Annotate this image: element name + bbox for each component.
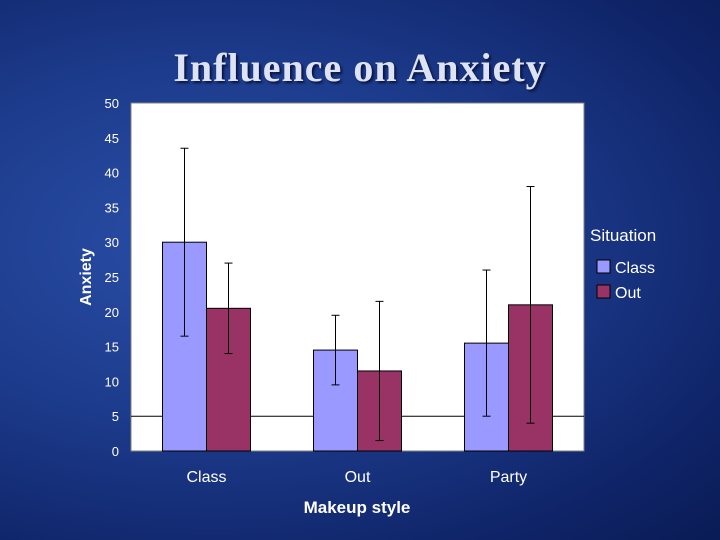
y-tick-label: 0 <box>112 444 119 459</box>
y-tick-label: 50 <box>105 96 119 111</box>
y-tick-label: 10 <box>105 374 119 389</box>
legend-label-class: Class <box>615 260 655 277</box>
legend-title: Situation <box>590 226 656 245</box>
y-tick-label: 15 <box>105 340 119 355</box>
x-axis-title: Makeup style <box>304 498 411 517</box>
x-tick-label: Out <box>345 469 371 486</box>
x-tick-label: Class <box>186 469 226 486</box>
y-tick-label: 5 <box>112 409 119 424</box>
y-tick-label: 45 <box>105 131 119 146</box>
slide-title: Influence on Anxiety <box>173 45 547 90</box>
x-tick-label: Party <box>490 469 527 486</box>
y-tick-label: 25 <box>105 270 119 285</box>
y-tick-label: 30 <box>105 235 119 250</box>
legend-swatch-out <box>596 284 611 299</box>
legend-swatch-class <box>596 259 611 274</box>
y-tick-label: 35 <box>105 200 119 215</box>
y-axis-title: Anxiety <box>78 248 95 306</box>
legend-label-out: Out <box>615 285 641 302</box>
y-tick-label: 40 <box>105 166 119 181</box>
y-tick-label: 20 <box>105 305 119 320</box>
